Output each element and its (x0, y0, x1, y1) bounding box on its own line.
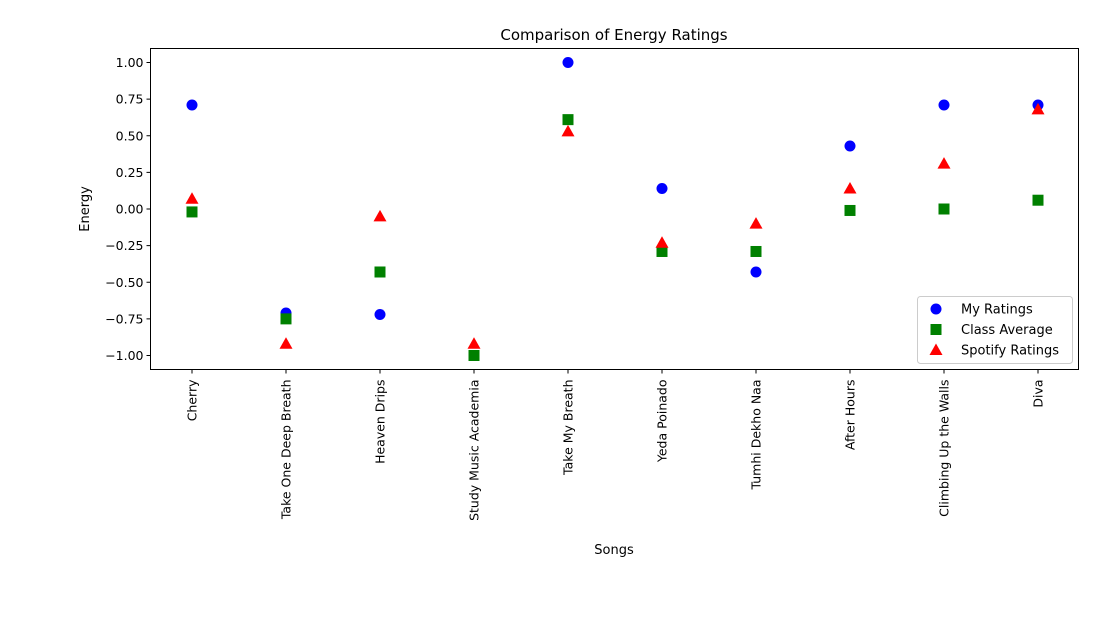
chart-marks (185, 57, 1045, 361)
legend-marker (929, 343, 943, 355)
legend-label: Spotify Ratings (961, 344, 1059, 359)
x-axis: Cherry Take One Deep Breath Heaven Drips St… (185, 369, 1046, 521)
legend: My Ratings Class Average Spotify Ratings (917, 296, 1073, 364)
data-point (185, 192, 199, 204)
legend-marker (930, 303, 942, 315)
x-axis-label: Songs (594, 543, 634, 558)
data-point (655, 236, 669, 248)
x-tick-label: Study Music Academia (467, 380, 482, 521)
series-class-average (186, 114, 1044, 361)
y-tick-label: −1.00 (105, 348, 143, 363)
x-tick-label: Cherry (185, 379, 200, 421)
x-tick-label: Heaven Drips (373, 380, 388, 464)
data-point (280, 313, 292, 325)
data-point (186, 99, 198, 111)
data-point (843, 181, 857, 194)
x-tick-label: Climbing Up the Walls (937, 380, 952, 517)
data-point (656, 245, 668, 257)
data-point (373, 209, 387, 222)
y-tick-label: −0.25 (105, 238, 143, 253)
y-axis-label: Energy (78, 186, 93, 232)
y-tick-label: 1.00 (116, 55, 144, 70)
data-point (844, 204, 856, 216)
data-point (749, 217, 763, 229)
y-tick-label: −0.50 (105, 275, 143, 290)
legend-label: Class Average (961, 323, 1053, 338)
data-point (656, 182, 668, 194)
data-point (1031, 102, 1045, 115)
x-tick-label: Tumhi Dekho Naa (749, 380, 764, 491)
data-point (467, 337, 481, 349)
data-point (186, 206, 198, 218)
data-point (561, 124, 575, 137)
y-tick-label: 0.00 (116, 202, 144, 217)
data-point (279, 337, 293, 349)
x-tick-label: After Hours (843, 380, 858, 451)
series-my-ratings (186, 57, 1044, 361)
y-tick-label: 0.50 (116, 128, 144, 143)
data-point (374, 266, 386, 278)
x-tick-label: Take One Deep Breath (279, 380, 294, 521)
data-point (1032, 194, 1044, 206)
chart-title: Comparison of Energy Ratings (500, 26, 727, 44)
data-point (937, 157, 951, 169)
y-tick-label: 0.25 (116, 165, 144, 180)
data-point (750, 266, 762, 278)
legend-label: My Ratings (961, 303, 1033, 318)
legend-marker (930, 324, 942, 335)
data-point (562, 57, 574, 68)
legend-box (917, 296, 1073, 364)
data-point (562, 114, 574, 126)
data-point (374, 308, 386, 320)
y-axis: −1.00 −0.75 −0.50 −0.25 0.00 0.25 0.50 0.75 1.00 (105, 55, 151, 363)
x-tick-label: Yeda Poinado (655, 380, 670, 464)
data-point (750, 245, 762, 257)
data-point (938, 99, 950, 111)
x-tick-label: Diva (1031, 380, 1046, 408)
y-tick-label: −0.75 (105, 311, 143, 326)
data-point (938, 203, 950, 215)
x-tick-label: Take My Breath (561, 380, 576, 476)
y-tick-label: 0.75 (116, 92, 144, 107)
data-point (468, 350, 480, 361)
series-spotify-ratings (185, 102, 1045, 349)
data-point (844, 140, 856, 152)
